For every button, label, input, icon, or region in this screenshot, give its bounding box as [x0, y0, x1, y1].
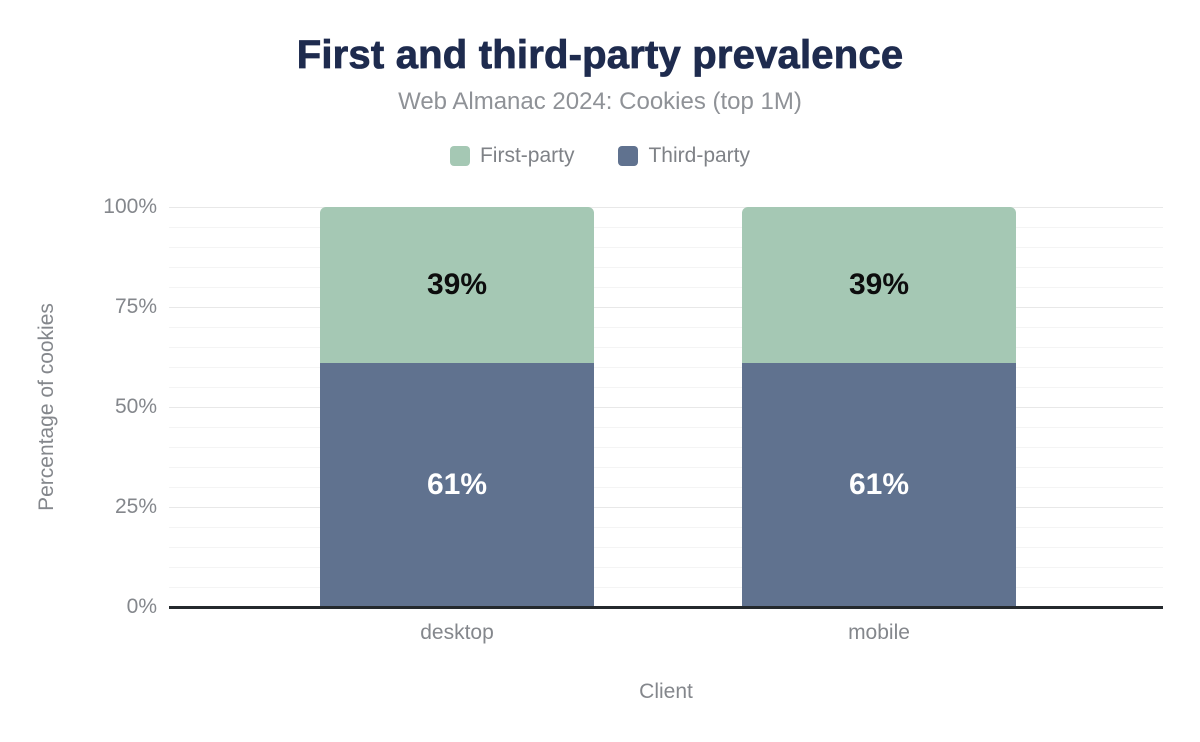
- legend-item-first-party: First-party: [449, 144, 575, 168]
- gridline-15pct: [169, 547, 1163, 548]
- value-label-mobile-third-party: 61%: [848, 468, 910, 501]
- legend-swatch-third-party: [618, 146, 639, 166]
- chart-title: First and third-party prevalence: [296, 33, 904, 78]
- legend: First-party Third-party: [0, 144, 1200, 168]
- value-label-mobile-first-party: 39%: [848, 268, 910, 301]
- legend-item-third-party: Third-party: [618, 144, 750, 168]
- gridline-40pct: [169, 447, 1163, 448]
- y-tick-label-0: 0%: [126, 595, 157, 618]
- gridline-70pct: [169, 327, 1163, 328]
- gridline-35pct: [169, 467, 1163, 468]
- plot-area: 61% 39% 61% 39%: [169, 207, 1163, 609]
- x-axis-title: Client: [639, 680, 693, 703]
- y-tick-label-25: 25%: [114, 495, 157, 518]
- y-tick-label-50: 50%: [114, 395, 157, 418]
- y-axis-title: Percentage of cookies: [35, 303, 58, 511]
- legend-swatch-first-party: [449, 146, 470, 166]
- gridline-65pct: [169, 347, 1163, 348]
- gridline-60pct: [169, 367, 1163, 368]
- chart-subtitle: Web Almanac 2024: Cookies (top 1M): [398, 88, 802, 115]
- gridline-5pct: [169, 587, 1163, 588]
- gridline-75pct: [169, 307, 1163, 308]
- gridline-45pct: [169, 427, 1163, 428]
- gridline-55pct: [169, 387, 1163, 388]
- value-label-desktop-first-party: 39%: [426, 268, 488, 301]
- x-axis-line: [169, 606, 1163, 609]
- bar-segment-desktop-first-party: 39%: [320, 207, 594, 363]
- gridline-25pct: [169, 507, 1163, 508]
- gridline-95pct: [169, 227, 1163, 228]
- gridline-80pct: [169, 287, 1163, 288]
- gridline-10pct: [169, 567, 1163, 568]
- gridline-50pct: [169, 407, 1163, 408]
- y-tick-label-75: 75%: [114, 295, 157, 318]
- bar-segment-desktop-third-party: 61%: [320, 363, 594, 607]
- bar-desktop: 61% 39%: [320, 207, 594, 607]
- gridline-30pct: [169, 487, 1163, 488]
- gridline-85pct: [169, 267, 1163, 268]
- gridline-100pct: [169, 207, 1163, 208]
- bar-segment-mobile-third-party: 61%: [742, 363, 1016, 607]
- x-tick-label-mobile: mobile: [848, 621, 910, 644]
- value-label-desktop-third-party: 61%: [426, 468, 488, 501]
- x-tick-label-desktop: desktop: [420, 621, 494, 644]
- y-tick-label-100: 100%: [103, 195, 157, 218]
- legend-label-first-party: First-party: [479, 144, 575, 167]
- gridline-20pct: [169, 527, 1163, 528]
- gridline-90pct: [169, 247, 1163, 248]
- bar-mobile: 61% 39%: [742, 207, 1016, 607]
- bar-segment-mobile-first-party: 39%: [742, 207, 1016, 363]
- legend-label-third-party: Third-party: [648, 144, 751, 167]
